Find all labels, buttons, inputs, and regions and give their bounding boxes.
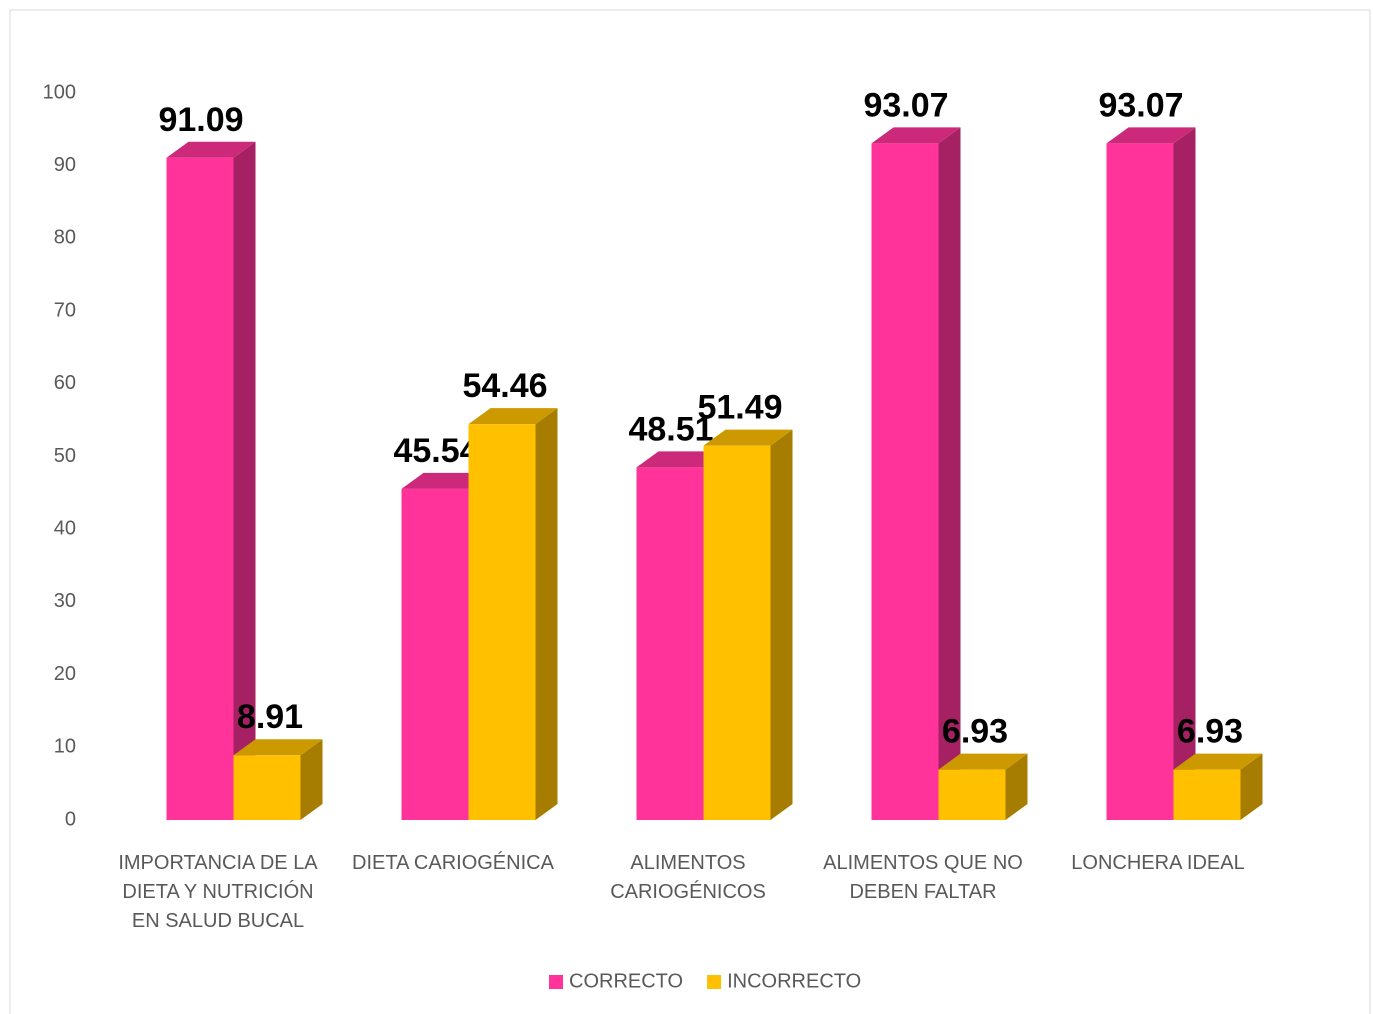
- bar-top: [938, 753, 1028, 770]
- y-tick-label: 70: [54, 299, 76, 321]
- x-tick-label: ALIMENTOS QUE NO DEBEN FALTAR: [823, 852, 1023, 903]
- bar: [468, 408, 558, 820]
- bar-front: [401, 488, 469, 820]
- legend-label: INCORRECTO: [727, 970, 861, 992]
- y-tick-label: 0: [65, 808, 76, 830]
- value-label: 91.09: [158, 101, 243, 139]
- bar-front: [871, 143, 939, 820]
- bar-top: [871, 127, 961, 144]
- x-tick-label: DIETA CARIOGÉNICA: [352, 852, 554, 874]
- bar-side: [300, 739, 323, 820]
- bar-front: [468, 424, 536, 820]
- bar: [871, 127, 961, 820]
- bar-top: [1106, 127, 1196, 144]
- bar-top: [703, 429, 793, 446]
- bar-front: [703, 445, 771, 820]
- bar: [1173, 753, 1263, 820]
- bar-side: [1240, 753, 1263, 820]
- legend-swatch: [549, 975, 563, 989]
- y-tick-label: 100: [43, 81, 76, 103]
- bar: [938, 753, 1028, 820]
- bar: [1106, 127, 1196, 820]
- bar-side: [1005, 753, 1028, 820]
- bar-front: [1106, 143, 1174, 820]
- x-tick-label: LONCHERA IDEAL: [1071, 852, 1245, 874]
- bar-side: [938, 127, 961, 820]
- bar-side: [1173, 127, 1196, 820]
- value-label: 48.51: [628, 410, 713, 448]
- x-tick-label: IMPORTANCIA DE LA DIETA Y NUTRICIÓN EN S…: [118, 852, 318, 932]
- y-tick-label: 40: [54, 517, 76, 539]
- value-label: 8.91: [237, 698, 303, 736]
- value-label: 6.93: [942, 713, 1008, 751]
- bar-top: [401, 472, 491, 489]
- bar-front: [233, 755, 301, 820]
- y-tick-label: 30: [54, 590, 76, 612]
- legend-label: CORRECTO: [569, 970, 683, 992]
- legend-swatch: [707, 975, 722, 989]
- bar-side: [233, 141, 256, 820]
- bar: [166, 141, 256, 820]
- value-label: 45.54: [393, 432, 478, 470]
- bar-front: [938, 769, 1006, 820]
- bar-top: [468, 408, 558, 425]
- value-label: 51.49: [697, 389, 782, 427]
- bar: [233, 739, 323, 820]
- chart-border: [9, 9, 1371, 1014]
- value-label: 93.07: [863, 86, 948, 124]
- bar-top: [233, 739, 323, 756]
- bar: [703, 429, 793, 820]
- bar-top: [1173, 753, 1263, 770]
- value-label: 54.46: [462, 367, 547, 405]
- bar-front: [166, 157, 234, 820]
- bar-top: [636, 451, 726, 468]
- bar-front: [636, 467, 704, 820]
- value-label: 93.07: [1098, 86, 1183, 124]
- x-tick-label: ALIMENTOS CARIOGÉNICOS: [610, 852, 766, 903]
- y-tick-label: 60: [54, 372, 76, 394]
- y-tick-label: 90: [54, 154, 76, 176]
- y-tick-label: 20: [54, 663, 76, 685]
- y-tick-label: 50: [54, 445, 76, 467]
- bar-side: [535, 408, 558, 820]
- bar-side: [770, 429, 793, 820]
- bar-front: [1173, 769, 1241, 820]
- y-tick-label: 10: [54, 736, 76, 758]
- bar-top: [166, 141, 256, 158]
- value-label: 6.93: [1177, 713, 1243, 751]
- y-tick-label: 80: [54, 227, 76, 249]
